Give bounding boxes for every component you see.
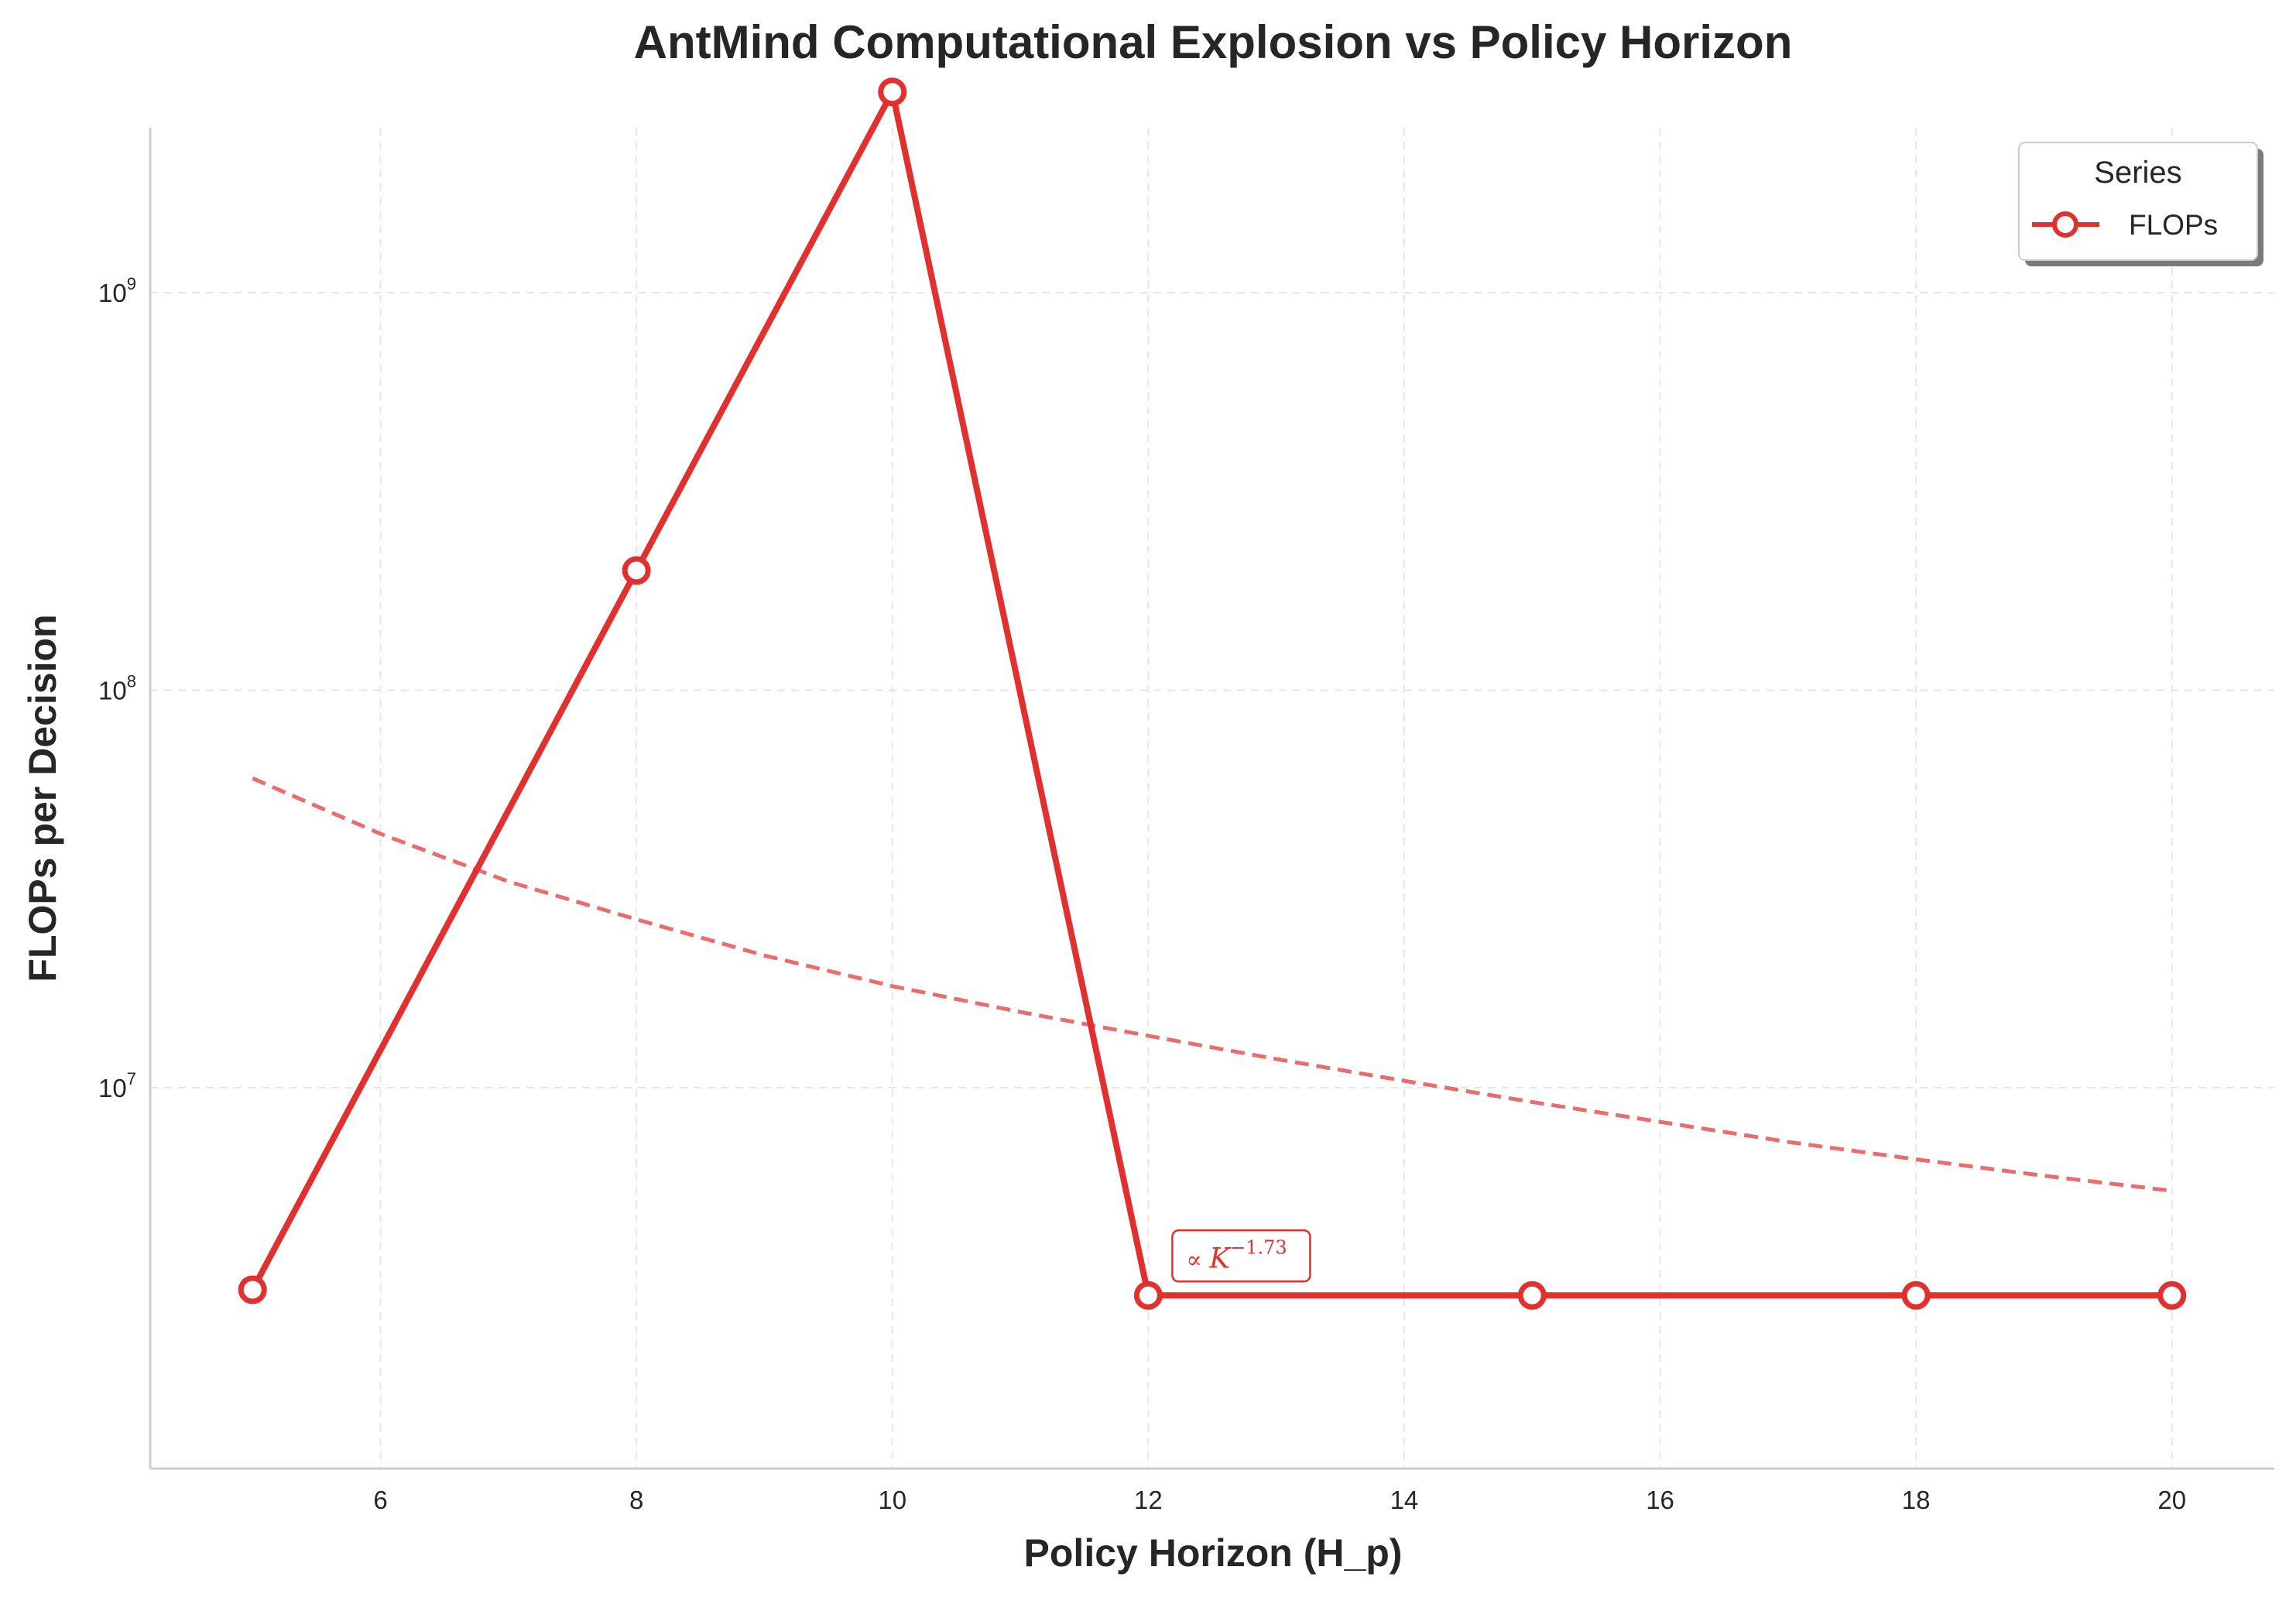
y-axis-label: FLOPs per Decision <box>21 614 64 982</box>
legend-box <box>2018 142 2258 261</box>
x-tick-label: 16 <box>1646 1486 1674 1514</box>
legend-title: Series <box>2094 156 2181 190</box>
x-tick-label: 6 <box>373 1486 387 1514</box>
x-axis-label: Policy Horizon (H_p) <box>1024 1531 1403 1575</box>
data-point <box>1901 1280 1931 1310</box>
fit-line-layer <box>252 777 2173 1193</box>
chart-title: AntMind Computational Explosion vs Polic… <box>634 16 1793 68</box>
annotation-layer: ∝ K−1.73 <box>1171 1229 1311 1283</box>
data-point <box>238 1275 267 1304</box>
x-tick-label: 12 <box>1134 1486 1163 1514</box>
legend: Series FLOPs <box>2018 142 2263 266</box>
data-point <box>622 556 651 585</box>
x-tick-label: 14 <box>1390 1486 1419 1514</box>
y-tick-label: 109 <box>98 274 136 307</box>
data-point <box>2157 1280 2187 1310</box>
annotation-text: ∝ K−1.73 <box>1186 1236 1287 1274</box>
data-point <box>878 77 907 107</box>
y-tick-label: 107 <box>98 1069 136 1102</box>
series-layer <box>238 77 2187 1310</box>
annotation-box <box>1171 1229 1311 1283</box>
x-tick-label: 18 <box>1902 1486 1931 1514</box>
grid-lines <box>150 128 2274 1469</box>
data-point <box>1517 1280 1547 1310</box>
fit-line <box>252 777 2173 1193</box>
y-tick-label: 108 <box>98 671 136 705</box>
x-tick-label: 10 <box>878 1486 906 1514</box>
x-tick-label: 8 <box>629 1486 643 1514</box>
legend-entry-flops: FLOPs <box>2129 209 2218 241</box>
x-tick-label: 20 <box>2157 1486 2186 1514</box>
data-point <box>1133 1280 1163 1310</box>
legend-marker-sample <box>2052 211 2078 238</box>
x-tick-labels: 6 8 10 12 14 16 18 20 <box>373 1486 2186 1514</box>
series-line-flops <box>249 88 2172 1299</box>
y-tick-labels: 107 108 109 <box>98 274 136 1102</box>
